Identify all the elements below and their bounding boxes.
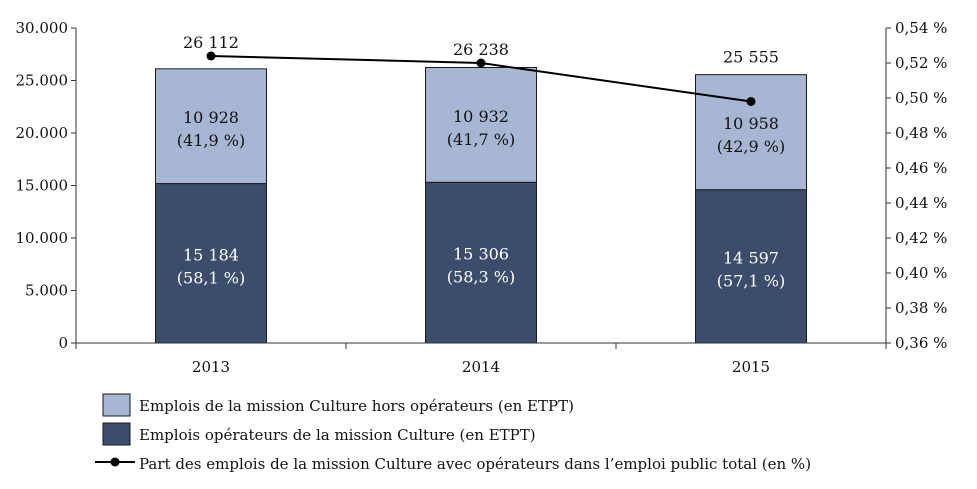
bar-upper-value-label: 10 932 bbox=[453, 107, 509, 126]
bar-lower-value-label: 15 306 bbox=[453, 245, 509, 264]
y-right-tick-label: 0,50 % bbox=[895, 89, 947, 107]
bar-lower-2015 bbox=[695, 189, 807, 344]
y-left-tick-label: 20.000 bbox=[16, 124, 69, 142]
total-label: 26 112 bbox=[183, 33, 239, 52]
bar-upper-share-label: (42,9 %) bbox=[717, 137, 785, 156]
legend-item-share-line-swatch-marker bbox=[110, 457, 120, 467]
bar-lower-value-label: 14 597 bbox=[723, 248, 779, 267]
y-left-tick-label: 5.000 bbox=[25, 282, 68, 300]
share-line-point-2013 bbox=[206, 51, 216, 61]
bar-upper-2013 bbox=[155, 68, 267, 185]
legend-item-operateurs-swatch bbox=[102, 422, 131, 446]
y-right-tick-label: 0,46 % bbox=[895, 159, 947, 177]
x-tick-label-2014: 2014 bbox=[462, 358, 500, 376]
y-right-tick-label: 0,36 % bbox=[895, 334, 947, 352]
legend-item-operateurs-label: Emplois opérateurs de la mission Culture… bbox=[139, 426, 536, 444]
bar-upper-2015 bbox=[695, 74, 807, 191]
share-line-point-2015 bbox=[746, 97, 756, 106]
y-right-tick-label: 0,40 % bbox=[895, 264, 947, 282]
bar-lower-2013 bbox=[155, 183, 267, 344]
bar-upper-value-label: 10 928 bbox=[183, 108, 239, 127]
bar-upper-value-label: 10 958 bbox=[723, 114, 779, 133]
bar-lower-share-label: (58,3 %) bbox=[447, 268, 515, 287]
total-label: 26 238 bbox=[453, 40, 509, 59]
y-right-tick-label: 0,48 % bbox=[895, 124, 947, 142]
y-right-tick-label: 0,38 % bbox=[895, 299, 947, 317]
x-tick-label-2013: 2013 bbox=[192, 358, 230, 376]
bar-upper-2014 bbox=[425, 67, 537, 183]
share-line-point-2014 bbox=[476, 58, 486, 68]
y-right-tick-label: 0,54 % bbox=[895, 19, 947, 37]
bar-upper-share-label: (41,7 %) bbox=[447, 130, 515, 149]
y-left-tick-label: 30.000 bbox=[16, 19, 69, 37]
bar-lower-share-label: (57,1 %) bbox=[717, 271, 785, 290]
bar-lower-share-label: (58,1 %) bbox=[177, 268, 245, 287]
legend-item-share-line-label: Part des emplois de la mission Culture a… bbox=[139, 455, 811, 473]
y-left-tick-label: 0 bbox=[58, 334, 68, 352]
y-left-tick-label: 10.000 bbox=[16, 229, 69, 247]
x-tick-label-2015: 2015 bbox=[732, 358, 770, 376]
legend-item-hors-operateurs-label: Emplois de la mission Culture hors opéra… bbox=[139, 397, 574, 415]
total-label: 25 555 bbox=[723, 48, 779, 67]
y-right-tick-label: 0,42 % bbox=[895, 229, 947, 247]
y-left-tick-label: 15.000 bbox=[16, 177, 69, 195]
bar-upper-share-label: (41,9 %) bbox=[177, 131, 245, 150]
y-right-tick-label: 0,44 % bbox=[895, 194, 947, 212]
y-right-tick-label: 0,52 % bbox=[895, 54, 947, 72]
bar-lower-value-label: 15 184 bbox=[183, 245, 239, 264]
y-left-tick-label: 25.000 bbox=[16, 72, 69, 90]
legend-item-hors-operateurs-swatch bbox=[102, 393, 131, 417]
